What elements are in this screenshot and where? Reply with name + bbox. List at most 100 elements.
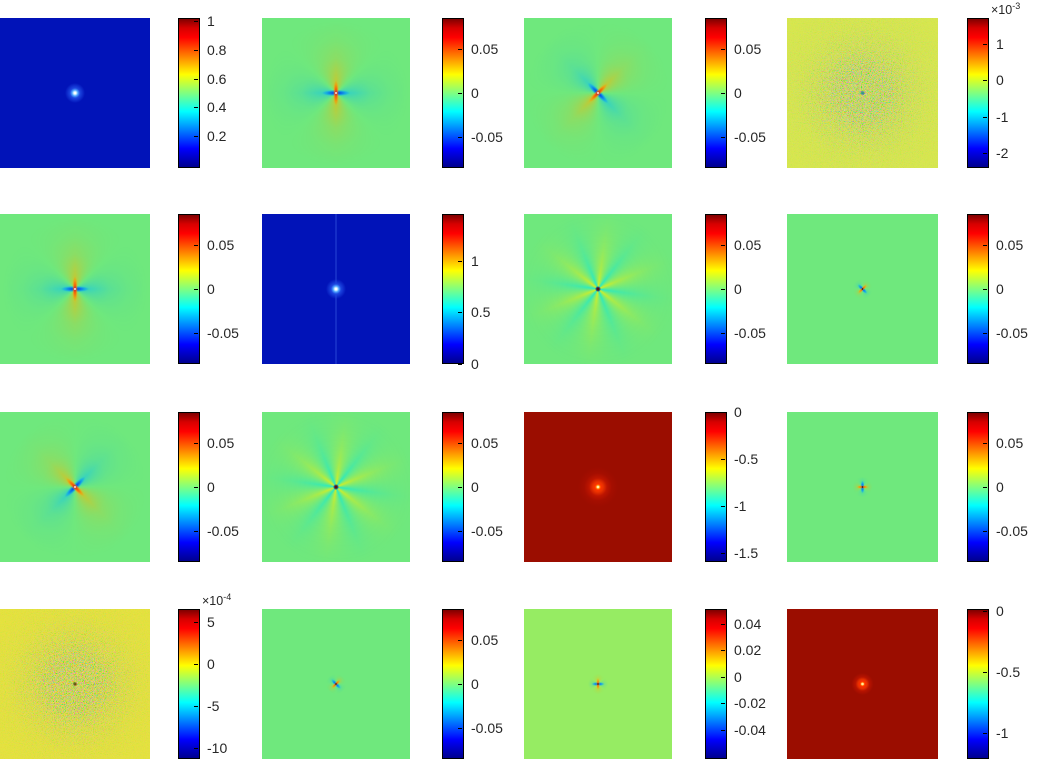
field-core-r3c2 [262,412,410,562]
colorbar-tick [458,684,462,685]
colorbar-tick [983,333,987,334]
colorbar-tick [458,93,462,94]
field-lobes-r2c1 [0,214,150,364]
heatmap-panel-r3c4 [787,412,938,562]
colorbar-tick-label: 0.5 [471,304,491,320]
colorbar-tick-label: 5 [207,614,215,630]
colorbar-tick-label: -0.05 [471,523,503,539]
colorbar-tick [721,245,725,246]
colorbar-tick-label: 0 [471,356,479,372]
colorbar-tick-label: -2 [996,145,1009,161]
colorbar-tick-label: 0 [207,479,215,495]
colorbar-tick-label: 0 [734,669,742,685]
colorbar-tick [983,245,987,246]
heatmap-panel-r3c1 [0,412,150,562]
colorbar-tick-label: 0 [734,85,742,101]
colorbar-tick-label: 0 [471,85,479,101]
colorbar-tick-label: -5 [207,698,220,714]
colorbar-tick [721,677,725,678]
colorbar-tick-label: -0.02 [734,695,766,711]
colorbar-tick [721,289,725,290]
colorbar-tick [194,706,198,707]
colorbar-r2c4 [967,214,989,364]
colorbar-tick [721,506,725,507]
colorbar-r3c4 [967,412,989,562]
colorbar-tick-label: 1 [996,36,1004,52]
colorbar-tick-label: 1 [471,253,479,269]
field-core-r2c1 [0,214,150,364]
colorbar-tick-label: 0.8 [207,42,227,58]
colorbar-r2c1 [178,214,200,364]
colorbar-r1c1 [178,18,200,168]
center-peak-r4c4 [787,609,938,759]
heatmap-panel-r4c1 [0,609,150,759]
colorbar-tick-label: 0.4 [207,99,227,115]
colorbar-r1c4 [967,18,989,168]
colorbar-tick-label: 0 [996,479,1004,495]
colorbar-tick-label: -0.05 [996,523,1028,539]
colorbar-tick [194,50,198,51]
colorbar-tick [458,443,462,444]
colorbar-tick-label: 0 [996,72,1004,88]
colorbar-r4c2 [442,609,464,759]
colorbar-tick-label: -1 [734,498,747,514]
colorbar-tick-label: -0.05 [471,720,503,736]
colorbar-tick-label: -0.05 [734,325,766,341]
field-lobes-r1c3 [524,18,672,168]
colorbar-tick [983,487,987,488]
colorbar-r4c1 [178,609,200,759]
colorbar-tick [194,107,198,108]
colorbar-tick-label: 0 [996,603,1004,619]
colorbar-tick-label: -10 [207,740,228,756]
colorbar-tick-label: -0.5 [996,664,1021,680]
colorbar-tick [458,261,462,262]
field-lobes-r2c4 [787,214,938,364]
heatmap-panel-r1c2 [262,18,410,168]
colorbar-tick-label: -0.05 [996,325,1028,341]
heatmap-panel-r4c3 [524,609,672,759]
colorbar-r4c4 [967,609,989,759]
colorbar-tick-label: -1.5 [734,545,759,561]
colorbar-tick [721,333,725,334]
colorbar-r2c2 [442,214,464,364]
colorbar-tick [721,49,725,50]
heatmap-panel-r4c4 [787,609,938,759]
colorbar-tick [194,487,198,488]
colorbar-tick-label: 0.2 [207,128,227,144]
field-lobes-r2c3 [524,214,672,364]
colorbar-tick-label: 1 [207,13,215,29]
colorbar-tick-label: 0.05 [996,435,1024,451]
field-core-r2c3 [524,214,672,364]
colorbar-r3c1 [178,412,200,562]
heatmap-panel-r1c3 [524,18,672,168]
field-lobes-r3c2 [262,412,410,562]
colorbar-tick [721,624,725,625]
colorbar-tick-label: 0.05 [471,435,499,451]
colorbar-exponent: ×10-4 [202,592,232,609]
colorbar-tick-label: -1 [996,725,1009,741]
field-core-r2c4 [787,214,938,364]
colorbar-tick [721,650,725,651]
colorbar-tick-label: 0.05 [207,237,235,253]
colorbar-r3c2 [442,412,464,562]
field-lobes-r4c2 [262,609,410,759]
colorbar-tick [194,443,198,444]
colorbar-tick [721,137,725,138]
colorbar-r4c3 [705,609,727,759]
colorbar-tick [983,117,987,118]
field-lobes-r1c2 [262,18,410,168]
colorbar-tick-label: 0.05 [471,632,499,648]
field-core-r1c2 [262,18,410,168]
colorbar-tick [721,730,725,731]
heatmap-panel-r2c2 [262,214,410,364]
colorbar-tick [983,44,987,45]
colorbar-tick [458,531,462,532]
center-peak-r3c3 [524,412,672,562]
center-dot-r4c1 [0,609,150,759]
colorbar-tick-label: 0.05 [471,41,499,57]
heatmap-panel-r1c4 [787,18,938,168]
colorbar-tick [458,312,462,313]
colorbar-tick-label: -0.5 [734,451,759,467]
heatmap-panel-r1c1 [0,18,150,168]
